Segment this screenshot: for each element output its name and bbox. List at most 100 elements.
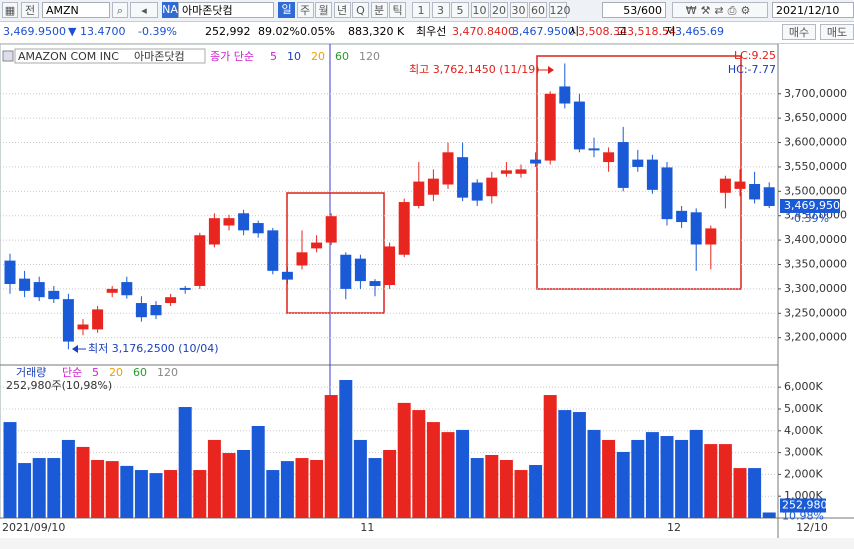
price-tag-pct: -0.39% <box>790 212 829 225</box>
period-button[interactable]: Q <box>352 2 369 18</box>
price: 3,469.9500 <box>3 25 66 38</box>
period-button[interactable]: 틱 <box>389 2 406 18</box>
volume-bar <box>324 395 338 518</box>
legend-entry: 5 <box>92 366 99 379</box>
volume-bar <box>762 512 776 518</box>
period-button[interactable]: 분 <box>370 2 388 18</box>
candle-body <box>471 182 483 201</box>
y-tick-label: 4,000K <box>784 424 823 437</box>
symbol-input[interactable]: AMZN <box>42 2 110 18</box>
high-annotation: 최고 3,762,1450 (11/19) <box>409 63 540 76</box>
period-button[interactable]: 주 <box>296 2 314 18</box>
legend-entry: 60 <box>335 50 349 63</box>
quote-bar: 3,469.9500 ▼ 13.4700 -0.39% 252,992 89.0… <box>0 22 854 44</box>
candle-body <box>238 213 250 231</box>
volume-bar <box>499 460 513 518</box>
hc-label: HC:-7.77 <box>728 63 776 76</box>
price-tag <box>780 198 840 213</box>
period-button[interactable]: 60 <box>529 2 547 18</box>
period-button[interactable]: 일 <box>278 2 295 18</box>
legend-entry: 120 <box>359 50 380 63</box>
low-annotation: 최저 3,176,2500 (10/04) <box>88 342 219 355</box>
volume-bar <box>134 470 148 518</box>
period-button[interactable]: 1 <box>412 2 430 18</box>
period-button[interactable]: 5 <box>451 2 469 18</box>
period-button[interactable]: 3 <box>431 2 450 18</box>
volume-bar <box>339 379 353 518</box>
volume-bar <box>310 460 324 518</box>
buy-button[interactable]: 매수 <box>782 24 816 40</box>
candle-body <box>354 258 366 282</box>
x-tick-label: 2021/09/10 <box>2 521 65 534</box>
volume-bar <box>164 470 178 518</box>
name-field: 아마존닷컴 <box>178 2 274 18</box>
open: 3,508.34 <box>578 25 627 38</box>
volume-bar <box>514 470 528 518</box>
volume-bar <box>76 446 90 518</box>
volume-tag <box>780 498 826 513</box>
period-button[interactable]: 30 <box>509 2 528 18</box>
period-button[interactable]: 120 <box>548 2 571 18</box>
candle-body <box>719 178 731 193</box>
candle-body <box>442 152 454 185</box>
period-button[interactable]: 월 <box>315 2 332 18</box>
y-tick-label: 5,000K <box>784 402 823 415</box>
y-tick-label: 3,200,0000 <box>784 331 847 344</box>
y-tick-label: 3,000K <box>784 446 823 459</box>
volume-bar <box>105 461 119 518</box>
candle-body <box>223 218 235 226</box>
volume-bar <box>280 461 294 518</box>
date-field[interactable]: 2021/12/10 <box>772 2 854 18</box>
candle-body <box>413 181 425 206</box>
volume-bar <box>616 451 630 518</box>
x-tick-label: 12/10 <box>796 521 828 534</box>
period-button[interactable]: 20 <box>490 2 508 18</box>
tab[interactable]: 전 <box>21 2 39 18</box>
period-button[interactable]: 10 <box>470 2 489 18</box>
arrow-head <box>72 345 78 353</box>
candle-body <box>749 184 761 200</box>
count-field[interactable]: 53/600 <box>602 2 666 18</box>
candle-body <box>705 228 717 245</box>
candle-body <box>135 303 147 318</box>
tool-icons[interactable]: ₩⚒⇄⎙⚙ <box>672 2 768 18</box>
candle-body <box>559 86 571 104</box>
volume-bar <box>675 439 689 518</box>
y-tick-label: 3,700,0000 <box>784 87 847 100</box>
candle-body <box>573 101 585 150</box>
ma-label: 단순 <box>62 366 82 379</box>
y-tick-label: 3,600,0000 <box>784 136 847 149</box>
volume-bar <box>441 432 455 518</box>
legend-entry: 5 <box>270 50 277 63</box>
sound-icon[interactable]: ◂ <box>130 2 158 18</box>
candle-body <box>398 202 410 255</box>
candle-body <box>92 309 104 330</box>
candle-body <box>179 287 191 290</box>
y-tick-label: 3,500,0000 <box>784 184 847 197</box>
candle-body <box>603 152 615 163</box>
volume-tag-pct: 10.98% <box>782 509 824 522</box>
y-tick-label: 3,250,0000 <box>784 306 847 319</box>
y-tick-label: 3,550,0000 <box>784 160 847 173</box>
candle-body <box>369 281 381 286</box>
change-pct: -0.39% <box>138 25 177 38</box>
search-icon[interactable]: ⌕ <box>112 2 128 18</box>
candle-body <box>311 242 323 249</box>
candle-body <box>530 159 542 164</box>
volume-bar <box>645 432 659 518</box>
sell-button[interactable]: 매도 <box>820 24 854 40</box>
volume-bar <box>149 473 163 518</box>
candle-body <box>296 252 308 266</box>
candle-body <box>544 93 556 161</box>
candle-body <box>427 178 439 195</box>
toolbar: ▦ 전 AMZN ⌕ ◂ NA 아마존닷컴 일 주 월 년 Q 분 틱 1 3 5 10 20 30 60… <box>0 0 854 22</box>
volume-note: 252,980주(10,98%) <box>6 379 112 392</box>
volume-bar <box>397 402 411 518</box>
menu-icon[interactable]: ▦ <box>2 2 18 18</box>
candle-body <box>734 181 746 189</box>
panel-icon[interactable] <box>2 50 14 62</box>
period-button[interactable]: 년 <box>333 2 351 18</box>
y-tick-label: 2,000K <box>784 467 823 480</box>
y-tick-label: 6,000K <box>784 380 823 393</box>
status-bar <box>0 538 854 549</box>
